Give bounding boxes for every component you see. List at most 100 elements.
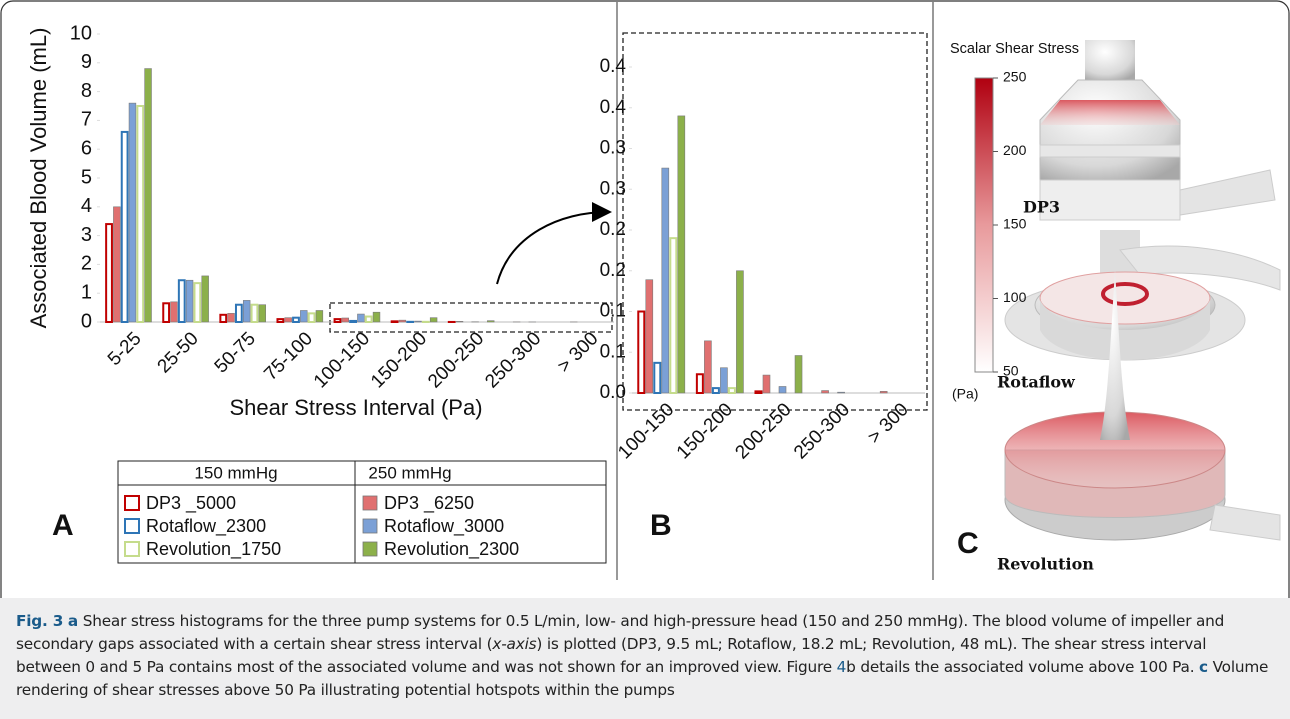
bar: [795, 356, 802, 393]
bar: [113, 207, 120, 322]
caption-ref[interactable]: 4: [837, 658, 847, 676]
x-axis-label: Shear Stress Interval (Pa): [229, 395, 482, 420]
bar: [415, 321, 422, 322]
bar: [779, 386, 786, 393]
caption-text: b details the associated volume above 10…: [846, 658, 1194, 676]
y-tick-label: 0.2: [600, 260, 626, 281]
colorbar-unit: (Pa): [952, 386, 978, 402]
bar: [662, 168, 669, 393]
colorbar-title: Scalar Shear Stress: [950, 41, 1079, 57]
bar: [822, 391, 829, 393]
bar: [277, 319, 283, 322]
legend-swatch: [125, 519, 139, 533]
legend-label: Revolution_1750: [146, 539, 281, 560]
bar: [654, 363, 660, 393]
zoom-arrow: [497, 212, 608, 284]
x-tick-label: 50-75: [211, 328, 260, 377]
caption: Fig. 3 a Shear stress histograms for the…: [0, 598, 1290, 719]
legend-header: 250 mmHg: [368, 463, 451, 482]
legend-label: Rotaflow_3000: [384, 516, 504, 537]
legend-label: Revolution_2300: [384, 539, 519, 560]
bar: [186, 280, 193, 322]
bar: [220, 315, 226, 322]
y-tick-label: 5: [81, 166, 92, 188]
x-tick-label: 25-50: [154, 328, 203, 377]
bar: [366, 317, 372, 322]
panel-label: A: [52, 509, 74, 542]
x-tick-label: 250-300: [481, 328, 545, 392]
bar: [335, 319, 341, 322]
bar: [293, 318, 299, 322]
bar: [171, 302, 178, 322]
legend-header: 150 mmHg: [194, 463, 277, 482]
bar: [713, 388, 719, 393]
bar: [399, 320, 406, 322]
bar: [720, 368, 727, 393]
y-tick-label: 0.3: [600, 138, 626, 159]
legend-swatch: [125, 496, 139, 510]
bar: [880, 391, 887, 393]
x-tick-label: 75-100: [260, 328, 317, 385]
bar: [228, 313, 235, 322]
pump-rendering: [1005, 230, 1280, 360]
bar: [106, 224, 112, 322]
colorbar-tick-label: 250: [1003, 69, 1027, 85]
bar: [729, 388, 735, 393]
bar: [678, 116, 685, 393]
caption-fig: Fig. 3: [16, 612, 63, 630]
legend-swatch: [363, 542, 377, 556]
legend-swatch: [363, 519, 377, 533]
x-tick-label: 5-25: [104, 328, 146, 370]
y-tick-label: 3: [81, 224, 92, 246]
y-tick-label: 4: [81, 195, 92, 217]
bar: [342, 318, 349, 322]
colorbar-tick-label: 200: [1003, 142, 1027, 158]
bar: [487, 321, 494, 322]
bar: [316, 310, 323, 322]
y-axis-label: Associated Blood Volume (mL): [26, 28, 51, 329]
bar: [202, 276, 209, 322]
legend-label: Rotaflow_2300: [146, 516, 266, 537]
bar: [163, 303, 169, 322]
y-tick-label: 9: [81, 51, 92, 73]
colorbar: [975, 78, 993, 372]
x-tick-label: > 300: [864, 399, 913, 448]
legend-swatch: [363, 496, 377, 510]
bar: [129, 103, 136, 322]
legend-label: DP3 _6250: [384, 493, 474, 514]
bar: [145, 69, 152, 322]
pump-label: Rotaflow: [997, 373, 1076, 392]
y-tick-label: 6: [81, 137, 92, 159]
bar: [763, 375, 770, 393]
y-tick-label: 0.0: [600, 382, 626, 403]
bar: [358, 314, 365, 322]
y-tick-label: 7: [81, 109, 92, 131]
bar: [704, 341, 711, 393]
y-tick-label: 0.1: [600, 341, 626, 362]
x-tick-label: > 300: [554, 328, 603, 377]
bar: [243, 300, 250, 322]
bar: [736, 271, 743, 393]
y-tick-label: 1: [81, 281, 92, 303]
bar: [430, 318, 437, 322]
bar: [252, 305, 258, 322]
legend-label: DP3 _5000: [146, 493, 236, 514]
bar: [137, 106, 143, 322]
x-tick-label: 150-200: [673, 399, 737, 463]
pump-label: DP3: [1023, 198, 1060, 217]
caption-panel: c: [1199, 658, 1208, 676]
bar: [285, 318, 292, 322]
x-tick-label: 200-250: [731, 399, 795, 463]
bar: [456, 321, 463, 322]
y-tick-label: 0.4: [600, 97, 627, 118]
bar: [194, 283, 200, 322]
bar: [236, 305, 242, 322]
y-tick-label: 0.2: [600, 219, 626, 240]
bar: [373, 312, 380, 322]
bar: [350, 321, 356, 322]
x-tick-label: 200-250: [424, 328, 488, 392]
caption-text: x-axis: [492, 635, 536, 653]
bar: [838, 392, 845, 393]
y-tick-label: 0.1: [600, 301, 626, 322]
panel-label: B: [650, 509, 672, 542]
